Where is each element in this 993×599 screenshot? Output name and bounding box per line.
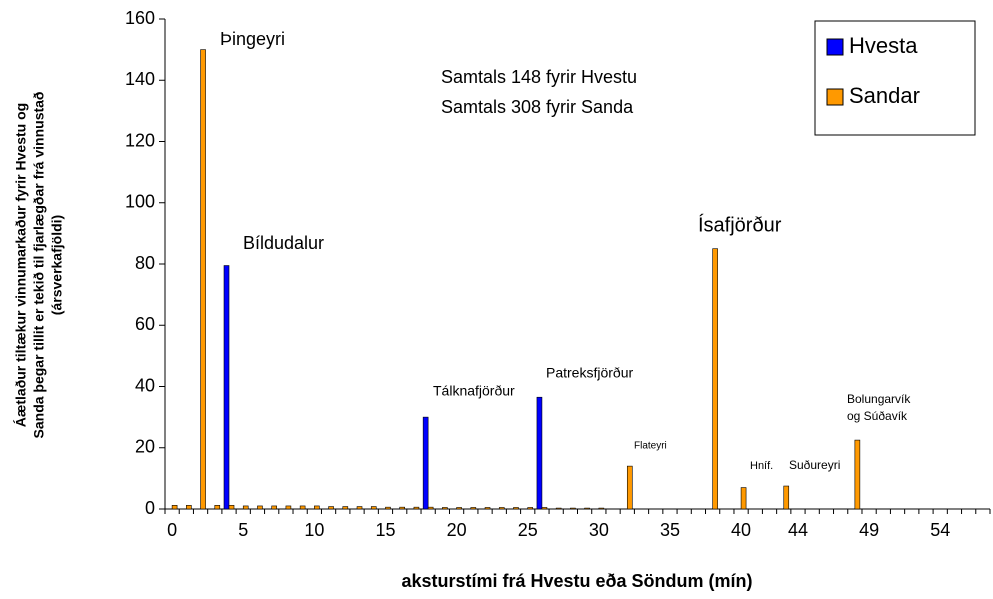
bar <box>427 506 434 510</box>
x-tick-label: 5 <box>238 520 248 540</box>
bar <box>342 506 349 510</box>
legend-swatch <box>826 88 844 106</box>
annotation: Samtals 148 fyrir Hvestu <box>441 67 637 87</box>
y-tick-label: 0 <box>145 498 155 518</box>
bar <box>171 505 178 510</box>
y-tick-label: 60 <box>135 314 155 334</box>
bar <box>570 507 576 510</box>
bar <box>271 505 277 510</box>
x-tick-label: 25 <box>518 520 538 540</box>
x-tick-label: 10 <box>304 520 324 540</box>
annotation: Þingeyri <box>220 29 285 49</box>
bar <box>470 507 477 510</box>
bar <box>299 505 306 510</box>
bar <box>257 505 263 510</box>
bar <box>783 485 790 510</box>
legend-swatch <box>826 38 844 56</box>
bar <box>498 507 505 510</box>
y-tick-label: 40 <box>135 375 155 395</box>
bar <box>456 507 462 510</box>
y-axis-title: Áætlaður tiltækur vinnumarkaður fyrir Hv… <box>13 92 65 439</box>
bar <box>422 416 429 510</box>
x-tick-label: 54 <box>930 520 950 540</box>
y-tick-label: 100 <box>125 192 155 212</box>
bar <box>200 49 206 510</box>
y-label-line: Sanda þegar tillit er tekið til fjarlægð… <box>31 92 47 439</box>
x-tick-label: 35 <box>660 520 680 540</box>
bar <box>626 465 633 510</box>
x-tick-label: 20 <box>447 520 467 540</box>
bar <box>712 248 718 510</box>
annotation: Flateyri <box>634 441 667 452</box>
x-axis-title: aksturstími frá Hvestu eða Söndum (mín) <box>401 571 752 591</box>
y-tick-label: 120 <box>125 130 155 150</box>
bar <box>370 506 377 510</box>
bar <box>536 396 543 510</box>
x-tick-label: 49 <box>859 520 879 540</box>
x-tick-label: 30 <box>589 520 609 540</box>
x-tick-label: 44 <box>788 520 808 540</box>
y-tick-label: 20 <box>135 437 155 457</box>
annotation: Hníf. <box>750 460 773 472</box>
bar <box>541 507 548 510</box>
annotation: Suðureyri <box>789 458 840 472</box>
bar <box>598 507 605 510</box>
legend-label: Hvesta <box>849 33 918 58</box>
x-tick-label: 40 <box>731 520 751 540</box>
annotation: Ísafjörður <box>698 213 782 236</box>
bar <box>328 506 334 510</box>
bar <box>413 506 420 510</box>
bar <box>228 505 235 510</box>
annotation: Samtals 308 fyrir Sanda <box>441 97 634 117</box>
bar <box>513 507 519 510</box>
bar <box>484 507 491 510</box>
bar <box>285 505 292 510</box>
bar <box>356 506 363 510</box>
y-tick-label: 140 <box>125 69 155 89</box>
bar <box>214 505 221 510</box>
bar <box>555 507 562 510</box>
x-tick-label: 15 <box>375 520 395 540</box>
y-label-line: (ársverkafjöldi) <box>49 215 65 315</box>
bar <box>854 439 861 510</box>
annotation: Tálknafjörður <box>433 383 515 399</box>
bar <box>385 506 391 510</box>
bar <box>442 507 448 510</box>
annotation: og Súðavík <box>847 409 908 423</box>
bar <box>527 507 534 510</box>
y-tick-label: 80 <box>135 253 155 273</box>
x-tick-label: 0 <box>167 520 177 540</box>
bar <box>584 507 590 510</box>
y-label-line: Áætlaður tiltækur vinnumarkaður fyrir Hv… <box>13 103 29 427</box>
bar <box>740 487 747 510</box>
bar <box>223 265 230 510</box>
annotation: Bolungarvík <box>847 392 911 406</box>
bar <box>186 505 192 510</box>
annotation: Patreksfjörður <box>546 365 633 381</box>
bar <box>314 505 320 510</box>
bar <box>399 506 405 510</box>
legend-label: Sandar <box>849 83 920 108</box>
bar <box>242 505 249 510</box>
y-tick-label: 160 <box>125 8 155 28</box>
annotation: Bíldudalur <box>243 233 324 253</box>
